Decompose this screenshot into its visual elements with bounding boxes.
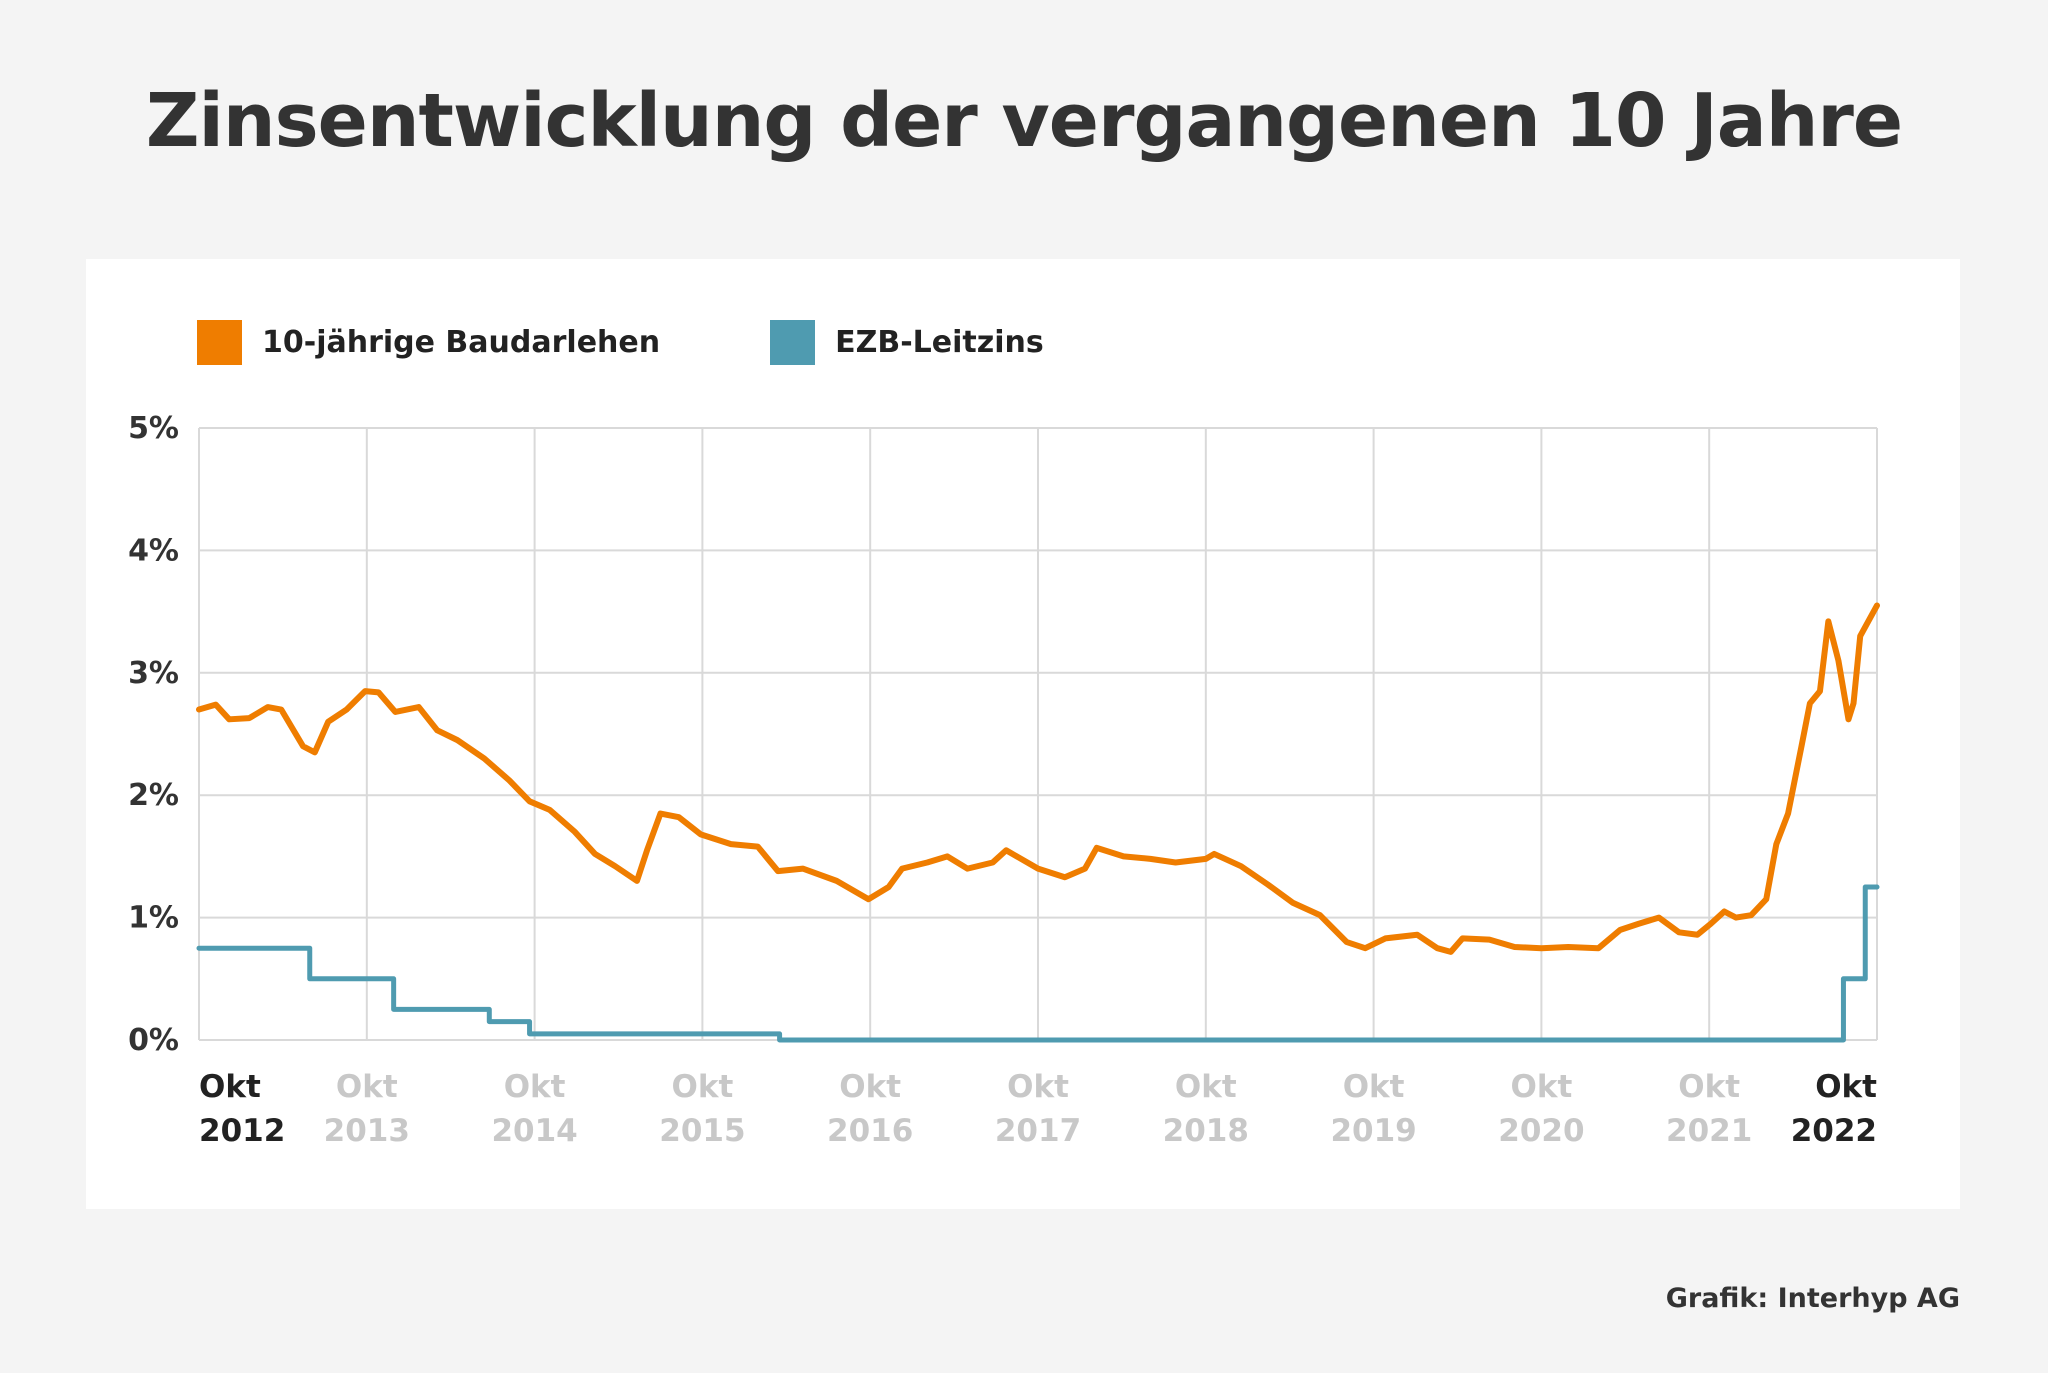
x-tick-label-month: Okt — [839, 1069, 901, 1105]
x-tick-label-year: 2016 — [827, 1113, 913, 1149]
legend-item-baudarlehen: 10-jährige Baudarlehen — [197, 320, 660, 365]
x-tick-label-month: Okt — [1678, 1069, 1740, 1105]
legend-swatch-ezb — [770, 320, 816, 365]
page-title: Zinsentwicklung der vergangenen 10 Jahre — [145, 78, 1903, 164]
y-tick-label: 0% — [128, 1023, 179, 1058]
x-tick-label-year: 2014 — [491, 1113, 577, 1149]
x-tick-label-month: Okt — [1815, 1069, 1877, 1105]
legend: 10-jährige Baudarlehen EZB-Leitzins — [197, 320, 1154, 365]
legend-label-baudarlehen: 10-jährige Baudarlehen — [262, 325, 661, 360]
series-line-ezb-leitzins — [196, 884, 1880, 1043]
x-tick-label-year: 2020 — [1498, 1113, 1584, 1149]
x-tick-label-year: 2019 — [1330, 1113, 1416, 1149]
x-tick-label-month: Okt — [1511, 1069, 1573, 1105]
x-tick-label-year: 2021 — [1666, 1113, 1752, 1149]
y-tick-label: 2% — [128, 778, 179, 813]
series-line-baudarlehen — [196, 602, 1880, 955]
x-tick-label-year: 2022 — [1791, 1113, 1877, 1149]
x-tick-label-year: 2015 — [659, 1113, 745, 1149]
y-tick-label: 3% — [128, 656, 179, 691]
x-tick-label-month: Okt — [199, 1069, 261, 1105]
x-tick-label-month: Okt — [1175, 1069, 1237, 1105]
credit-text: Grafik: Interhyp AG — [1665, 1283, 1960, 1314]
chart-panel — [86, 259, 1960, 1209]
x-tick-label-year: 2012 — [199, 1113, 285, 1149]
x-tick-label-year: 2017 — [995, 1113, 1081, 1149]
legend-label-ezb: EZB-Leitzins — [835, 325, 1044, 360]
x-tick-label-month: Okt — [504, 1069, 566, 1105]
y-tick-label: 4% — [128, 533, 179, 568]
legend-swatch-baudarlehen — [197, 320, 242, 365]
x-tick-label-month: Okt — [672, 1069, 734, 1105]
legend-item-ezb: EZB-Leitzins — [770, 320, 1044, 365]
x-tick-label-year: 2018 — [1163, 1113, 1249, 1149]
x-tick-label-year: 2013 — [324, 1113, 410, 1149]
x-tick-label-month: Okt — [1007, 1069, 1069, 1105]
x-tick-label-month: Okt — [1343, 1069, 1405, 1105]
x-tick-label-month: Okt — [336, 1069, 398, 1105]
y-tick-label: 1% — [128, 901, 179, 936]
y-tick-label: 5% — [128, 411, 179, 446]
